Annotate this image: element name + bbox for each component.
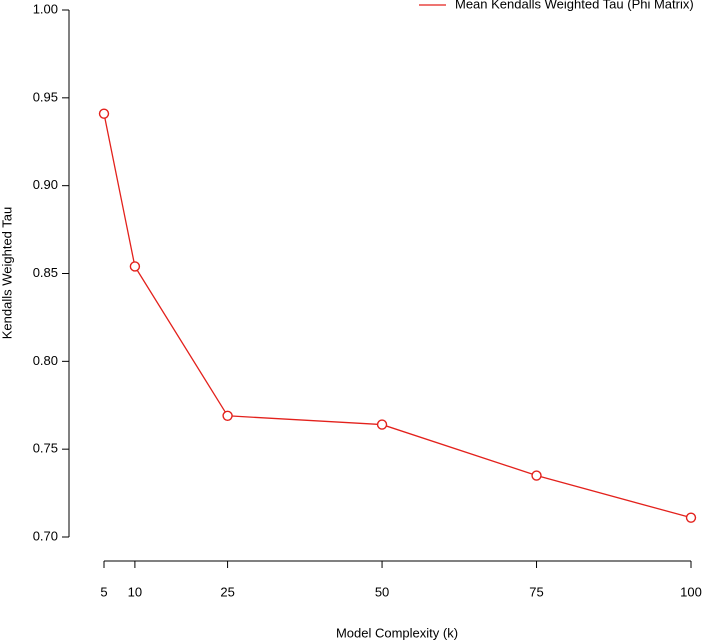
y-tick-label: 0.70 [33, 528, 58, 543]
series-line [103, 113, 692, 519]
data-point [129, 261, 141, 272]
x-tick-label: 25 [220, 584, 234, 599]
data-point [685, 512, 697, 523]
data-point [531, 470, 542, 481]
y-tick-label: 1.00 [33, 1, 58, 16]
y-tick-label: 0.85 [33, 265, 58, 280]
data-point [98, 108, 110, 119]
x-tick-label: 50 [375, 584, 389, 599]
x-tick-label: 75 [529, 584, 543, 599]
x-tick-label: 5 [100, 584, 107, 599]
data-point [222, 410, 233, 421]
y-tick-label: 0.95 [33, 89, 58, 104]
x-tick-label: 10 [128, 584, 142, 599]
y-tick-label: 0.90 [33, 177, 58, 192]
x-axis-label: Model Complexity (k) [336, 625, 458, 640]
y-axis-label: Kendalls Weighted Tau [0, 207, 14, 340]
y-tick-label: 0.75 [33, 441, 58, 456]
legend-label: Mean Kendalls Weighted Tau (Phi Matrix) [455, 0, 694, 11]
x-tick-label: 100 [680, 584, 702, 599]
data-point [376, 419, 388, 430]
y-tick-label: 0.80 [33, 353, 58, 368]
